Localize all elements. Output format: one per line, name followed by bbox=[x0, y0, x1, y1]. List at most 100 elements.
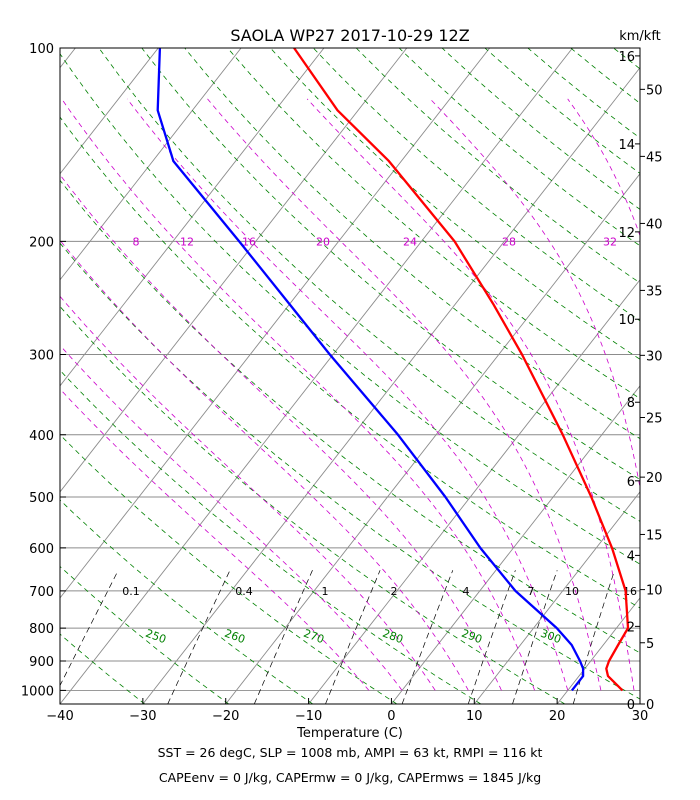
isotherm-line bbox=[60, 48, 242, 281]
isotherm-line bbox=[60, 48, 159, 175]
dry-adiabat bbox=[570, 48, 640, 104]
x-tick-label: 10 bbox=[466, 709, 483, 724]
kft-tick-label: 35 bbox=[646, 284, 663, 299]
dry-adiabat bbox=[227, 48, 640, 400]
isotherm-line bbox=[60, 48, 573, 704]
dry-adiabat bbox=[441, 48, 640, 210]
mixing-ratio-line bbox=[467, 570, 516, 704]
mixing-ratio-label: 0.1 bbox=[122, 585, 140, 598]
pressure-tick-label: 500 bbox=[29, 491, 54, 506]
dry-adiabat bbox=[60, 434, 398, 704]
km-tick-label: 12 bbox=[618, 226, 635, 241]
km-tick-label: 4 bbox=[627, 549, 635, 564]
moist-adiabat-label: 12 bbox=[180, 235, 194, 248]
kft-tick-label: 40 bbox=[646, 217, 663, 232]
isotherm-line bbox=[60, 48, 491, 599]
kft-tick-label: 30 bbox=[646, 349, 663, 364]
pressure-tick-label: 600 bbox=[29, 542, 54, 557]
moist-adiabat bbox=[60, 295, 436, 691]
dry-adiabat bbox=[60, 179, 640, 654]
sounding-curves bbox=[156, 48, 630, 692]
temperature-profile bbox=[293, 48, 630, 692]
km-tick-label: 0 bbox=[627, 698, 635, 713]
x-axis-label: Temperature (C) bbox=[296, 726, 403, 741]
isotherm-line bbox=[142, 66, 640, 704]
dry-adiabat bbox=[313, 48, 640, 322]
dry-adiabat-label: 250 bbox=[144, 627, 168, 646]
km-tick-label: 16 bbox=[618, 50, 635, 65]
x-tick-label: −30 bbox=[129, 709, 156, 724]
isotherm-line bbox=[60, 48, 325, 387]
kft-tick-label: 5 bbox=[646, 637, 654, 652]
plot-frame bbox=[59, 47, 641, 705]
kft-tick-label: 20 bbox=[646, 471, 663, 486]
annotation-line-2: CAPEenv = 0 J/kg, CAPErmw = 0 J/kg, CAPE… bbox=[158, 770, 542, 785]
dry-adiabat bbox=[60, 633, 145, 704]
moist-adiabat bbox=[126, 98, 569, 691]
kft-tick-label: 25 bbox=[646, 412, 663, 427]
right-axis-label: km/kft bbox=[619, 29, 661, 44]
dry-adiabat bbox=[527, 48, 640, 139]
moist-adiabat bbox=[429, 98, 640, 490]
mixing-ratio-line bbox=[60, 570, 119, 687]
dry-adiabat bbox=[141, 48, 640, 481]
pressure-tick-label: 900 bbox=[29, 655, 54, 670]
dry-adiabat-label: 270 bbox=[302, 627, 326, 646]
dry-adiabat-label: 260 bbox=[223, 627, 247, 646]
moist-adiabat bbox=[60, 344, 403, 691]
isotherm-line bbox=[60, 48, 76, 69]
dry-adiabat bbox=[398, 48, 640, 247]
moist-adiabat-label: 16 bbox=[242, 235, 256, 248]
moist-adiabat bbox=[61, 98, 535, 691]
pressure-tick-label: 700 bbox=[29, 585, 54, 600]
moist-adiabat-label: 24 bbox=[403, 235, 417, 248]
mixing-ratio-line bbox=[325, 570, 381, 704]
dry-adiabat bbox=[60, 305, 566, 704]
pressure-tick-label: 300 bbox=[29, 348, 54, 363]
mixing-ratio-label: 0.4 bbox=[235, 585, 253, 598]
mixing-ratio-line bbox=[167, 570, 231, 704]
moist-adiabat bbox=[306, 98, 635, 691]
kft-tick-label: 15 bbox=[646, 528, 663, 543]
x-tick-label: −40 bbox=[46, 709, 73, 724]
kft-tick-label: 50 bbox=[646, 83, 663, 98]
x-tick-label: 20 bbox=[549, 709, 566, 724]
dry-adiabat bbox=[484, 48, 640, 174]
mixing-ratio-label: 4 bbox=[463, 585, 470, 598]
grid-lines bbox=[60, 48, 640, 704]
dry-adiabat-label: 290 bbox=[460, 627, 484, 646]
moist-adiabat-label: 8 bbox=[133, 235, 140, 248]
mixing-ratio-label: 7 bbox=[528, 585, 535, 598]
mixing-ratio-line bbox=[572, 570, 615, 704]
dry-adiabat bbox=[60, 702, 61, 704]
x-tick-label: −20 bbox=[212, 709, 239, 724]
chart-title: SAOLA WP27 2017-10-29 12Z bbox=[230, 26, 469, 45]
dry-adiabat bbox=[355, 48, 640, 284]
km-tick-label: 10 bbox=[618, 313, 635, 328]
pressure-tick-label: 800 bbox=[29, 622, 54, 637]
pressure-tick-label: 200 bbox=[29, 235, 54, 250]
pressure-tick-label: 100 bbox=[29, 42, 54, 57]
km-tick-label: 2 bbox=[627, 620, 635, 635]
mixing-ratio-line bbox=[401, 570, 454, 704]
mixing-ratio-label: 10 bbox=[565, 585, 579, 598]
x-tick-label: 0 bbox=[387, 709, 395, 724]
moist-adiabat-label: 20 bbox=[316, 235, 330, 248]
isotherm-line bbox=[60, 48, 408, 493]
dry-adiabat bbox=[60, 116, 640, 609]
x-tick-label: 30 bbox=[632, 709, 649, 724]
mixing-ratio-label: 2 bbox=[391, 585, 398, 598]
kft-tick-label: 0 bbox=[646, 698, 654, 713]
moist-adiabat-label: 28 bbox=[502, 235, 516, 248]
isotherm-line bbox=[308, 279, 640, 704]
annotation-line-1: SST = 26 degC, SLP = 1008 mb, AMPI = 63 … bbox=[157, 745, 543, 760]
pressure-tick-label: 1000 bbox=[21, 684, 54, 699]
axes: −40 −30 −20 −10 0 10 20 30100200300400500600700… bbox=[21, 42, 663, 724]
dry-adiabat-label: 280 bbox=[381, 627, 405, 646]
km-tick-label: 6 bbox=[627, 475, 635, 490]
mixing-ratio-line bbox=[253, 570, 313, 704]
isotherm-line bbox=[391, 385, 640, 704]
isotherm-line bbox=[225, 173, 640, 704]
moist-adiabat bbox=[60, 174, 502, 691]
dry-adiabat bbox=[60, 499, 313, 704]
